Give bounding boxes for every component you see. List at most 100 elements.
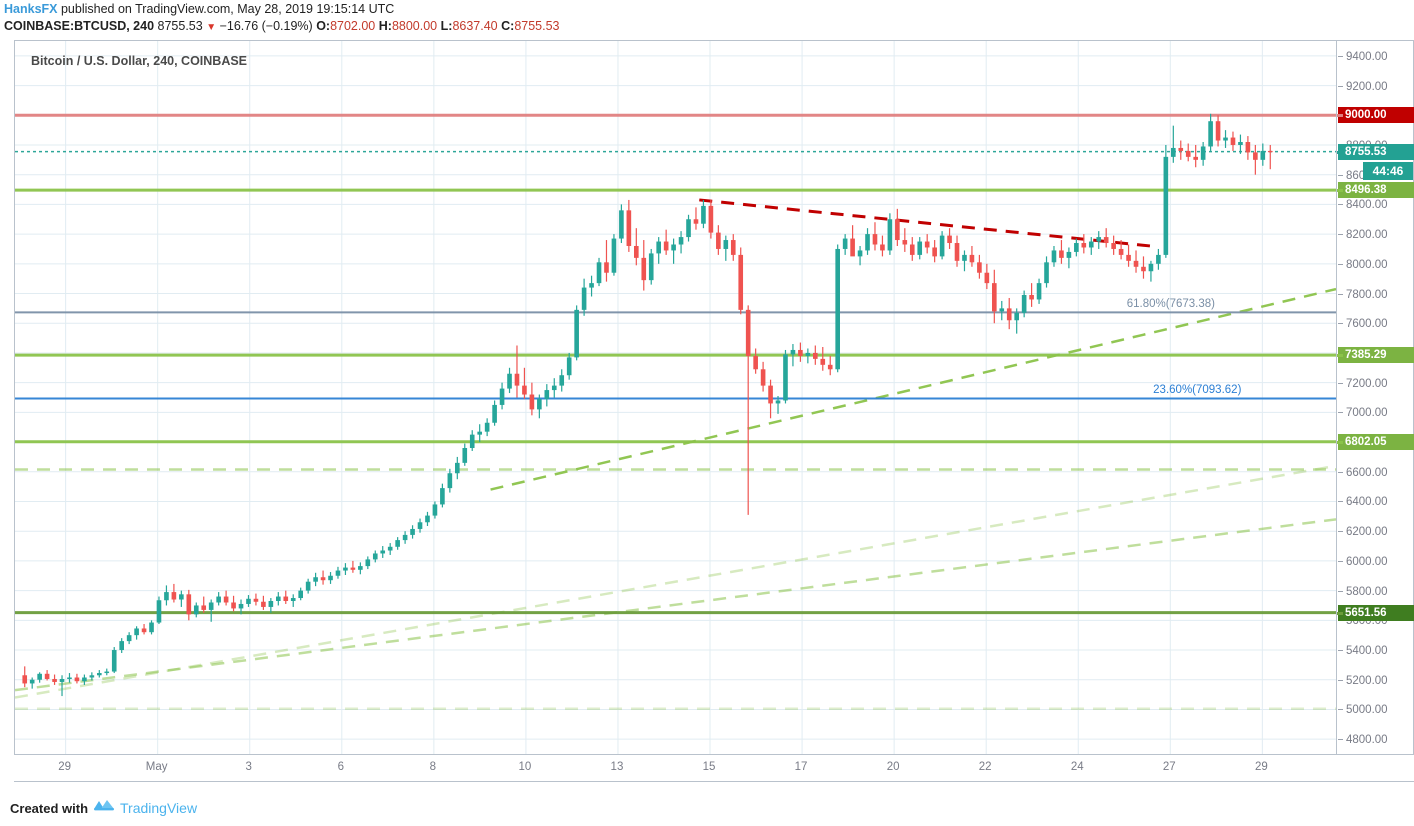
candle-body — [223, 596, 229, 603]
candle-body — [313, 577, 318, 582]
candle-body — [440, 488, 445, 505]
candle-body — [119, 641, 124, 651]
candle-body — [604, 262, 609, 273]
candle-body — [305, 581, 311, 591]
candle-body — [1267, 150, 1273, 153]
candle-body — [365, 559, 371, 567]
candle-body — [89, 675, 95, 678]
chart-legend-title: Bitcoin / U.S. Dollar, 240, COINBASE — [31, 54, 248, 68]
time-tick: 29 — [1254, 761, 1268, 773]
candle-body — [962, 254, 967, 261]
price-badge-stub — [1337, 354, 1343, 358]
chart-header: HanksFX published on TradingView.com, Ma… — [0, 0, 1414, 38]
candle-body — [1208, 121, 1213, 147]
candle-body — [850, 238, 855, 257]
price-tick: 7000.00 — [1337, 406, 1414, 420]
candle-body — [947, 235, 952, 244]
price-badge-current-price: 8755.53 — [1338, 143, 1414, 160]
time-axis[interactable]: 29 May 3 6 8 10 13 15 17 20 22 24 27 29 — [14, 756, 1414, 782]
price-badge-stub — [1337, 440, 1343, 444]
candle-body — [231, 602, 236, 609]
tradingview-wordmark[interactable]: TradingView — [120, 800, 198, 816]
close-value: 8755.53 — [514, 19, 560, 33]
time-tick: 27 — [1162, 761, 1176, 773]
candle-body — [805, 352, 811, 356]
candle-body — [1006, 308, 1012, 321]
candle-body — [290, 598, 296, 602]
candle-body — [1066, 251, 1072, 258]
price-badge-stub — [1337, 189, 1343, 193]
price-badge-stub — [1337, 150, 1343, 154]
candle-body — [596, 262, 602, 284]
candle-body — [156, 600, 162, 623]
candle-body — [1171, 147, 1176, 157]
candle-body — [492, 404, 497, 423]
candle-body — [977, 262, 982, 273]
candle-body — [1133, 260, 1139, 267]
candle-body — [924, 241, 930, 248]
high-value: 8800.00 — [391, 19, 438, 33]
candle-body — [74, 677, 80, 682]
candle-body — [872, 234, 878, 245]
candle-body — [380, 550, 386, 554]
candle-body — [67, 677, 72, 679]
candle-body — [268, 601, 274, 607]
candle-body — [738, 254, 744, 310]
candle-body — [902, 240, 908, 245]
candles — [22, 113, 1273, 697]
symbol-label[interactable]: COINBASE:BTCUSD, 240 — [4, 19, 155, 33]
candle-body — [842, 238, 848, 249]
candle-body — [216, 596, 221, 603]
price-badge-resistance: 9000.00 — [1338, 107, 1414, 124]
candle-body — [551, 385, 557, 391]
candlestick-plot[interactable] — [15, 41, 1336, 754]
candle-body — [686, 219, 691, 238]
candle-body — [193, 605, 199, 615]
candle-body — [813, 352, 818, 359]
price-tick: 5400.00 — [1337, 644, 1414, 658]
candle-body — [417, 522, 423, 529]
candle-body — [104, 671, 110, 674]
candle-body — [611, 238, 617, 273]
candle-body — [1096, 237, 1102, 242]
candle-body — [447, 473, 453, 489]
candle-body — [141, 628, 147, 633]
price-badge-support-4: 5651.56 — [1338, 604, 1414, 621]
candle-body — [865, 234, 870, 251]
candle-body — [171, 592, 177, 600]
candle-body — [1223, 137, 1228, 141]
candle-body — [1103, 237, 1109, 244]
candle-body — [641, 257, 647, 281]
chart-plot-area[interactable]: Bitcoin / U.S. Dollar, 240, COINBASE 61.… — [14, 40, 1336, 755]
candle-body — [1029, 295, 1034, 300]
candle-body — [1200, 146, 1206, 160]
candle-body — [37, 673, 42, 680]
time-tick: 24 — [1070, 761, 1084, 773]
candle-body — [648, 253, 654, 281]
candle-body — [1021, 295, 1027, 313]
candle-body — [126, 635, 132, 642]
candle-body — [372, 553, 378, 560]
price-tick: 8200.00 — [1337, 228, 1414, 242]
last-price: 8755.53 — [157, 19, 203, 33]
candle-body — [895, 219, 900, 241]
candle-body — [1036, 283, 1042, 300]
candle-body — [939, 235, 945, 257]
publisher-brand[interactable]: HanksFX — [4, 2, 58, 16]
candle-body — [887, 219, 893, 251]
time-tick: May — [145, 761, 168, 773]
low-value: 8637.40 — [452, 19, 498, 33]
down-arrow-icon: ▼ — [206, 22, 217, 33]
candle-body — [238, 603, 244, 609]
candle-body — [253, 598, 259, 602]
candle-body — [1088, 241, 1094, 248]
candle-body — [82, 677, 87, 682]
price-axis[interactable]: 9400.009200.009000.008800.008600.008400.… — [1336, 40, 1414, 755]
price-tick: 5200.00 — [1337, 674, 1414, 688]
candle-body — [276, 596, 281, 602]
candle-body — [164, 592, 169, 601]
candle-body — [1230, 137, 1236, 145]
time-tick: 3 — [245, 761, 252, 773]
candle-body — [469, 434, 475, 449]
candle-body — [656, 241, 661, 254]
